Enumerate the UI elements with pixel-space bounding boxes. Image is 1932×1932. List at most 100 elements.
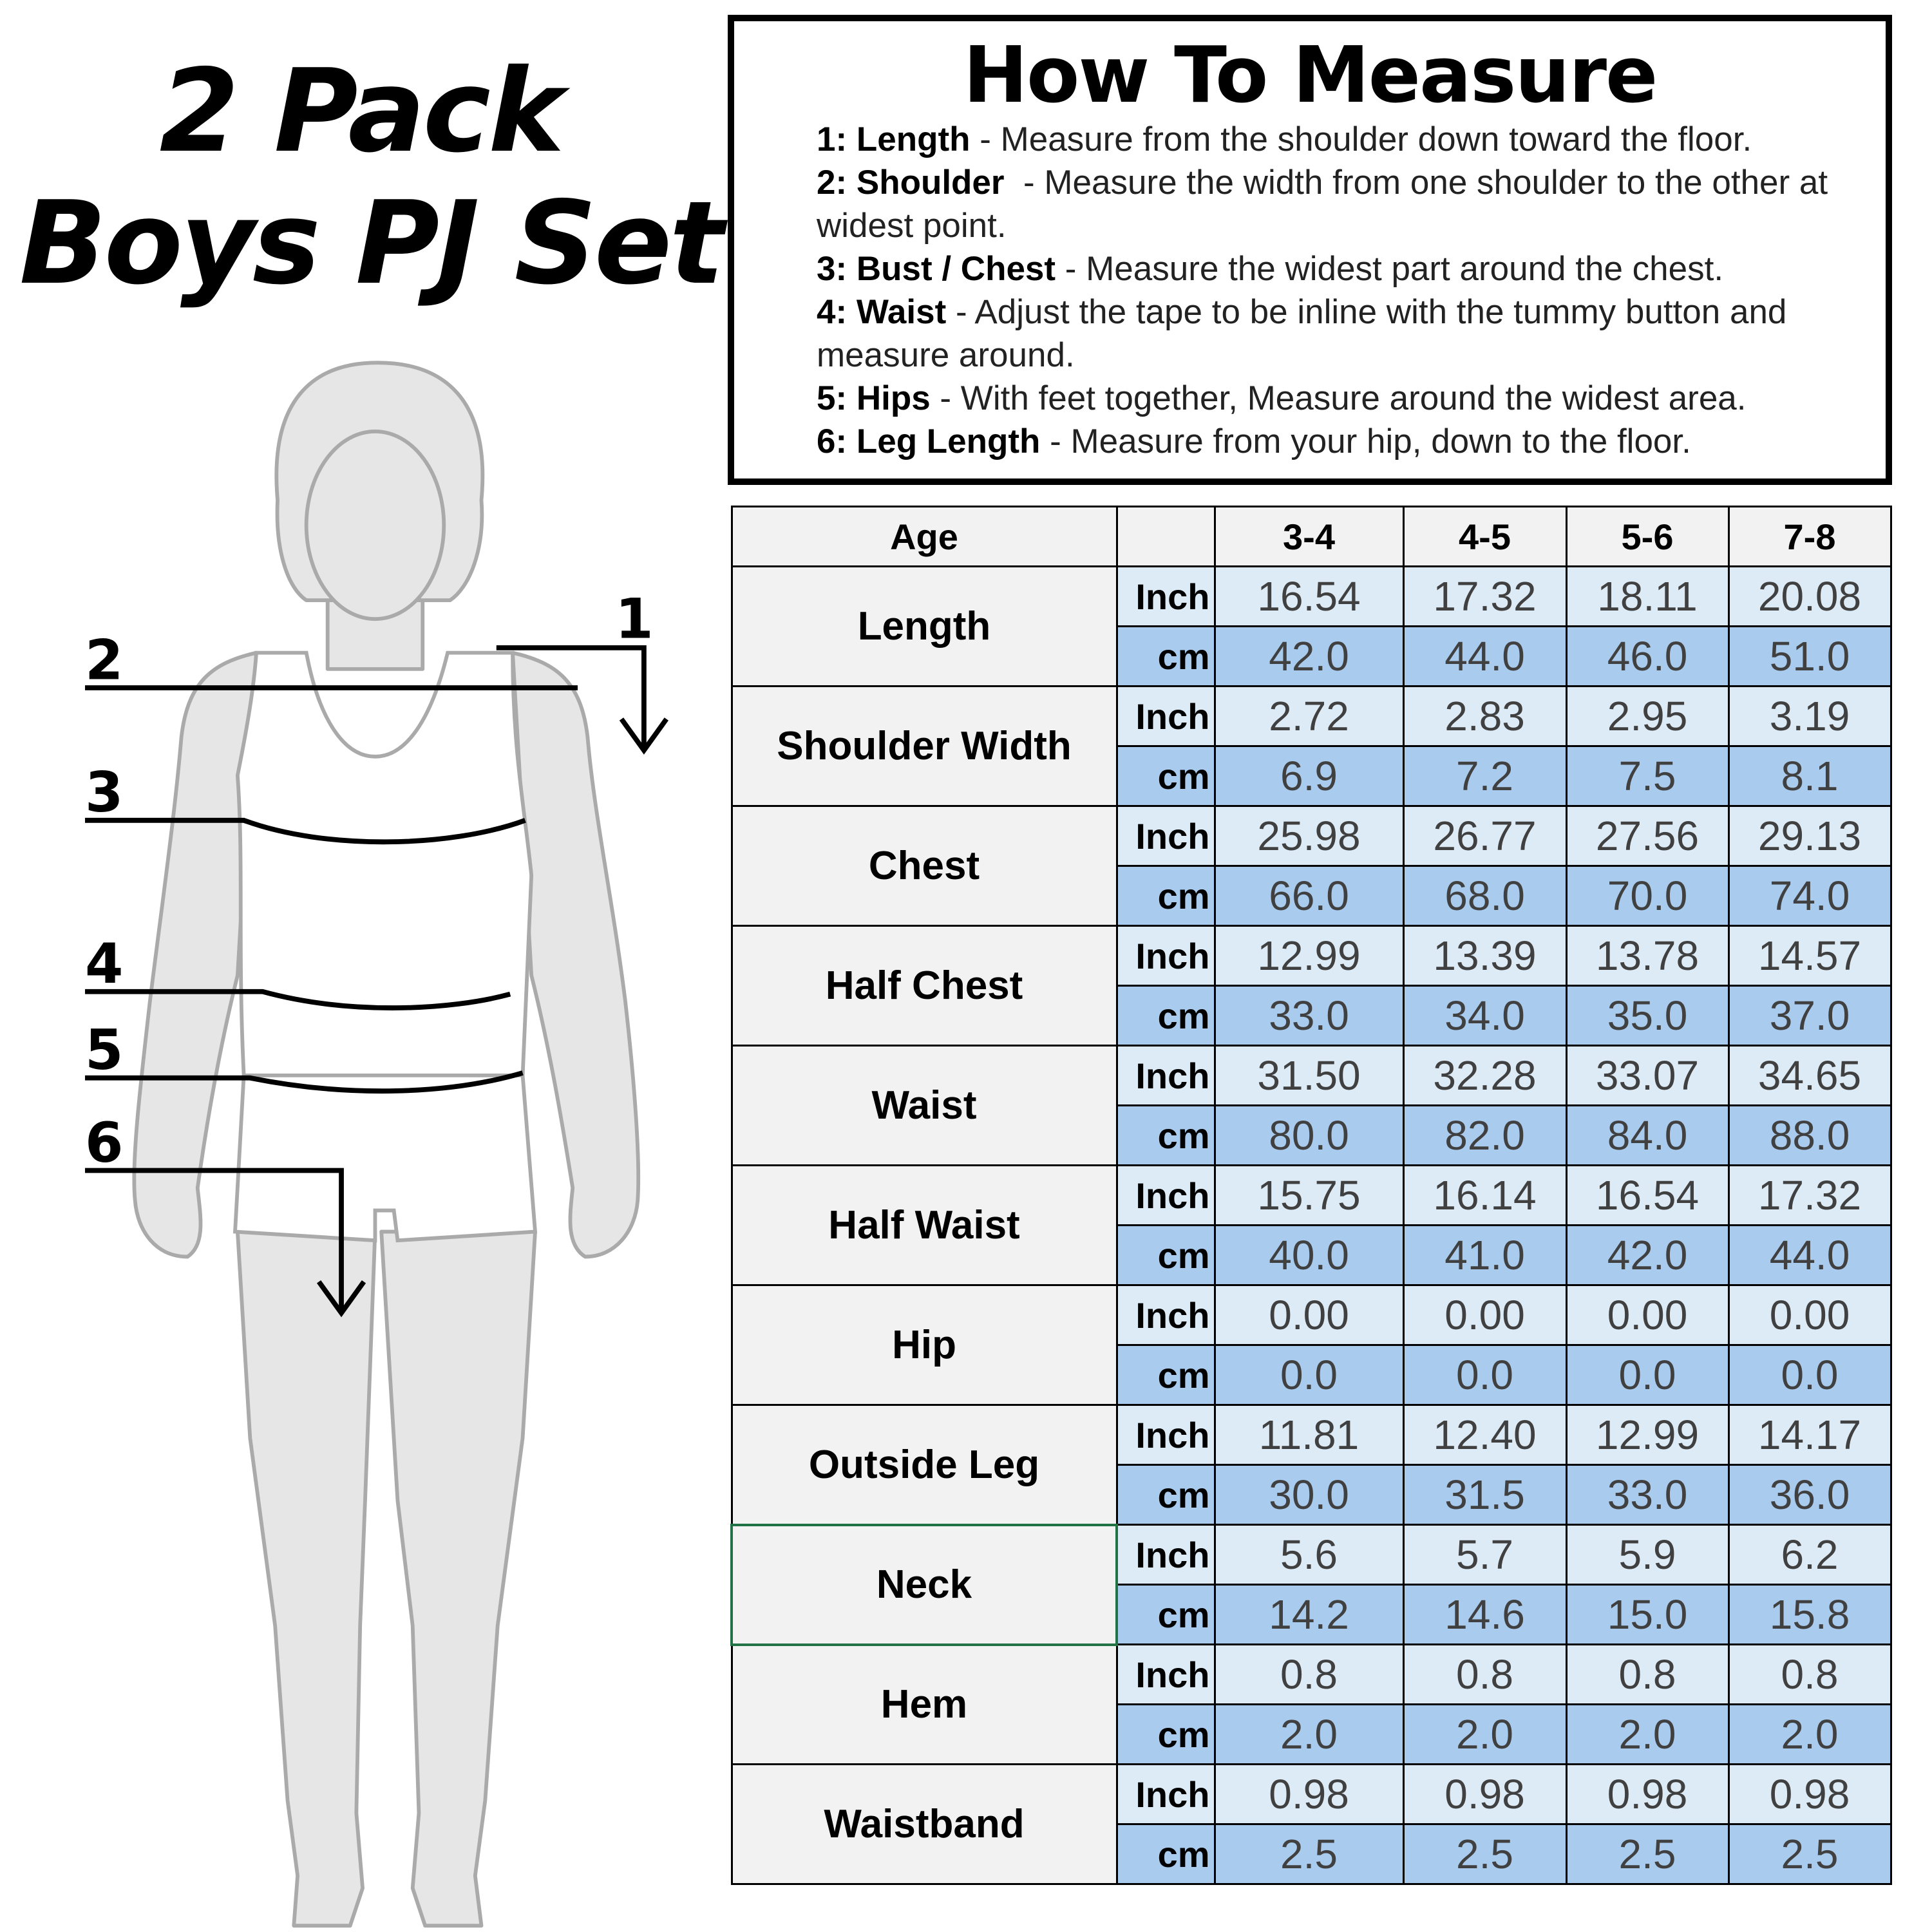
inch-value: 12.99 [1565,1404,1730,1466]
measurement-label[interactable]: Shoulder Width [730,685,1118,807]
inch-value: 0.00 [1727,1284,1892,1346]
table-row: Hip Inch 0.00 0.00 0.00 0.00 [730,1284,1892,1406]
inch-value: 27.56 [1565,805,1730,867]
cm-value: 46.0 [1565,625,1730,687]
instruction-item: 6: Leg Length - Measure from your hip, d… [817,420,1873,463]
inch-value: 12.99 [1213,925,1405,987]
measurement-label[interactable]: Half Waist [730,1164,1118,1286]
inch-value: 0.8 [1565,1643,1730,1705]
unit-inch: Inch [1115,1045,1216,1106]
measurement-label[interactable]: Chest [730,805,1118,927]
unit-cm: cm [1115,745,1216,807]
cm-value: 2.5 [1213,1823,1405,1885]
header-row: Age 3-4 4-5 5-6 7-8 [730,506,1892,567]
inch-value: 16.14 [1402,1164,1567,1226]
instruction-item: 1: Length - Measure from the shoulder do… [817,118,1873,161]
measurement-label[interactable]: Waist [730,1045,1118,1166]
inch-value: 3.19 [1727,685,1892,747]
leg-line [85,1168,366,1318]
measurement-label[interactable]: Outside Leg [730,1404,1118,1526]
marker-6: 6 [85,1112,123,1175]
marker-3: 3 [85,761,123,825]
inch-value: 25.98 [1213,805,1405,867]
cm-value: 2.5 [1565,1823,1730,1885]
table-row: cm 2.0 2.0 2.0 2.0 [732,1703,1892,1765]
unit-inch: Inch [1115,925,1216,987]
cm-value: 2.0 [1402,1703,1567,1765]
unit-inch: Inch [1115,1763,1216,1825]
instruction-text: - Measure from your hip, down to the flo… [1040,422,1691,460]
marker-5: 5 [85,1019,123,1083]
instruction-list: 1: Length - Measure from the shoulder do… [817,118,1873,463]
inch-value: 14.57 [1727,925,1892,987]
table-row: Waist Inch 31.50 32.28 33.07 34.65 [730,1045,1892,1166]
marker-2: 2 [85,629,123,692]
cm-value: 42.0 [1565,1224,1730,1286]
measurement-label[interactable]: Hem [730,1643,1118,1765]
measurement-label[interactable]: Half Chest [730,925,1118,1046]
table-row: Chest Inch 25.98 26.77 27.56 29.13 [730,805,1892,927]
cm-value: 15.0 [1565,1584,1730,1645]
inch-value: 11.81 [1213,1404,1405,1466]
cm-value: 14.2 [1213,1584,1405,1645]
cm-value: 36.0 [1727,1464,1892,1526]
cm-value: 0.0 [1213,1344,1405,1406]
cm-value: 33.0 [1565,1464,1730,1526]
instruction-item: 5: Hips - With feet together, Measure ar… [817,377,1873,420]
unit-cm: cm [1115,1584,1216,1645]
table-row: Shoulder Width Inch 2.72 2.83 2.95 3.19 [730,685,1892,807]
unit-inch: Inch [1115,565,1216,627]
instruction-label: 5: Hips [817,379,931,417]
measurement-label[interactable]: Neck [730,1523,1118,1646]
cm-value: 66.0 [1213,865,1405,927]
title-line-2: Boys PJ Set [19,176,724,310]
marker-1: 1 [615,587,653,651]
cm-value: 51.0 [1727,625,1892,687]
age-column-header: 4-5 [1402,506,1567,567]
instruction-text: - Adjust the tape to be inline with the … [817,293,1797,374]
cm-value: 2.0 [1213,1703,1405,1765]
instruction-label: 1: Length [817,120,971,158]
cm-value: 82.0 [1402,1104,1567,1166]
table-row: Waistband Inch 0.98 0.98 0.98 0.98 [730,1763,1892,1885]
cm-value: 80.0 [1213,1104,1405,1166]
how-to-measure-heading: How To Measure [963,31,1658,120]
age-column-header: 7-8 [1727,506,1892,567]
cm-value: 44.0 [1402,625,1567,687]
waist-line [85,989,511,1010]
inch-value: 2.95 [1565,685,1730,747]
title-line-1: 2 Pack [159,44,565,178]
unit-cm: cm [1115,625,1216,687]
inch-value: 0.00 [1402,1284,1567,1346]
cm-value: 14.6 [1402,1584,1567,1645]
cm-value: 42.0 [1213,625,1405,687]
measurement-label[interactable]: Waistband [730,1763,1118,1885]
inch-value: 0.98 [1213,1763,1405,1825]
inch-value: 15.75 [1213,1164,1405,1226]
instruction-label: 3: Bust / Chest [817,250,1056,288]
cm-value: 74.0 [1727,865,1892,927]
table-row: cm 0.0 0.0 0.0 0.0 [732,1344,1892,1406]
garment [232,650,538,1243]
inch-value: 0.8 [1727,1643,1892,1705]
measurement-label[interactable]: Length [730,565,1118,687]
inch-value: 5.6 [1213,1524,1405,1586]
inch-value: 0.8 [1402,1643,1567,1705]
instruction-text: - With feet together, Measure around the… [930,379,1747,417]
unit-cm: cm [1115,1344,1216,1406]
inch-value: 14.17 [1727,1404,1892,1466]
child-body-figure: 1 2 3 4 5 6 [85,361,669,1928]
cm-value: 88.0 [1727,1104,1892,1166]
inch-value: 5.9 [1565,1524,1730,1586]
inch-value: 0.8 [1213,1643,1405,1705]
instruction-text: - Measure the widest part around the che… [1056,250,1724,288]
table-row: cm 6.9 7.2 7.5 8.1 [732,745,1892,807]
instruction-label: 2: Shoulder [817,164,1005,202]
cm-value: 2.0 [1727,1703,1892,1765]
unit-inch: Inch [1115,805,1216,867]
measurement-label[interactable]: Hip [730,1284,1118,1406]
inch-value: 16.54 [1213,565,1405,627]
table-row: cm 42.0 44.0 46.0 51.0 [732,625,1892,687]
cm-value: 2.5 [1402,1823,1567,1885]
cm-value: 30.0 [1213,1464,1405,1526]
